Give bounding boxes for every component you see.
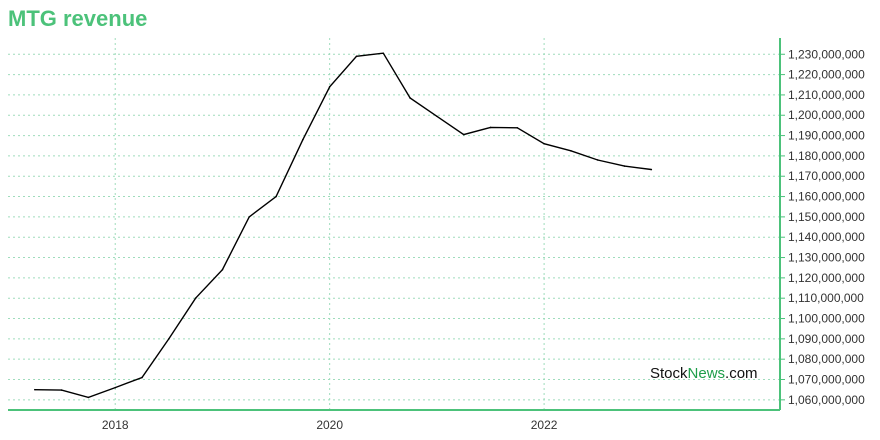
x-tick-label: 2022 [531, 418, 558, 432]
chart-title: MTG revenue [8, 6, 148, 31]
y-tick-label: 1,060,000,000 [788, 393, 865, 407]
y-tick-label: 1,120,000,000 [788, 271, 865, 285]
data-point [543, 142, 545, 145]
watermark-part-com: .com [725, 365, 758, 382]
y-tick-label: 1,220,000,000 [788, 68, 865, 82]
data-point [489, 126, 492, 129]
y-tick-label: 1,150,000,000 [788, 210, 865, 224]
x-tick-label: 2018 [102, 418, 129, 432]
data-point [221, 268, 224, 271]
y-tick-label: 1,230,000,000 [788, 47, 865, 61]
y-tick-label: 1,090,000,000 [788, 332, 865, 346]
data-point [382, 52, 385, 55]
grid-lines [8, 38, 780, 410]
data-point [275, 195, 277, 198]
y-tick-label: 1,200,000,000 [788, 108, 865, 122]
data-point [650, 168, 653, 171]
data-point [302, 138, 304, 141]
y-tick-label: 1,130,000,000 [788, 251, 865, 265]
data-point [34, 388, 36, 391]
data-point [168, 338, 170, 340]
data-point [462, 133, 465, 136]
watermark-part-stock: Stock [650, 365, 688, 382]
y-tick-label: 1,140,000,000 [788, 230, 865, 244]
y-tick-label: 1,080,000,000 [788, 352, 865, 366]
data-point [328, 85, 331, 88]
axes [8, 38, 785, 411]
data-point [60, 389, 63, 391]
data-point [87, 396, 90, 399]
y-tick-label: 1,210,000,000 [788, 88, 865, 102]
watermark-part-news: News [687, 365, 726, 382]
stocknews-watermark: StockNews.com [650, 365, 758, 382]
data-point [355, 55, 358, 58]
y-tick-label: 1,170,000,000 [788, 169, 865, 183]
data-point [248, 216, 251, 218]
y-tick-labels: 1,060,000,000 1,070,000,000 1,080,000,000 1… [788, 47, 865, 407]
y-tick-label: 1,100,000,000 [788, 312, 865, 326]
data-point [114, 386, 117, 389]
y-tick-label: 1,110,000,000 [788, 291, 864, 305]
series-layer [34, 52, 653, 399]
y-tick-label: 1,180,000,000 [788, 149, 865, 163]
data-point [194, 297, 197, 299]
x-tick-label: 2020 [316, 418, 343, 432]
data-point [570, 150, 572, 152]
data-point [141, 376, 143, 379]
data-point [623, 165, 626, 167]
y-tick-label: 1,070,000,000 [788, 373, 865, 387]
y-tick-label: 1,190,000,000 [788, 129, 865, 143]
data-point [516, 127, 519, 129]
y-tick-label: 1,160,000,000 [788, 190, 865, 204]
data-point [436, 115, 438, 118]
x-tick-labels: 2018 2020 2022 [102, 418, 558, 432]
data-point [596, 159, 599, 161]
data-point [409, 97, 411, 99]
revenue-series-line [34, 52, 652, 399]
